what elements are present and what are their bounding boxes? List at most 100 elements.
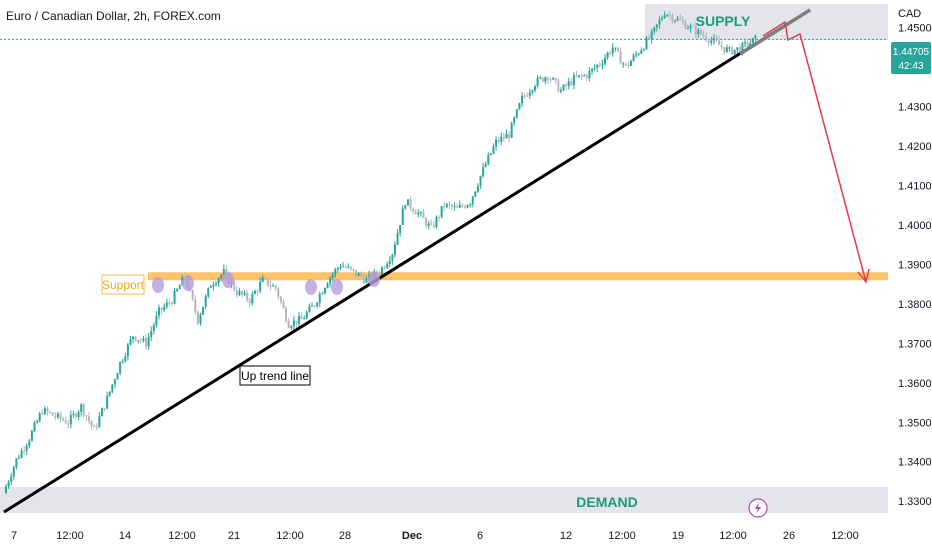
candle-body <box>476 185 479 192</box>
candle-body <box>100 408 103 417</box>
x-tick-label: 12:00 <box>168 530 196 542</box>
candle-body <box>661 17 664 20</box>
candle-body <box>386 264 389 268</box>
candle-body <box>417 212 420 215</box>
candle-body <box>448 203 451 206</box>
candle-body <box>98 416 101 427</box>
candle-body <box>463 206 466 208</box>
candle-body <box>653 27 656 32</box>
candle-body <box>515 109 518 118</box>
support-label: Support <box>102 278 145 292</box>
candle-body <box>461 205 464 207</box>
candle-body <box>458 205 461 208</box>
y-tick-label: 1.41000 <box>898 181 932 193</box>
candle-body <box>54 415 57 418</box>
candle-body <box>25 445 28 451</box>
candle-body <box>614 47 617 49</box>
candles <box>5 10 757 494</box>
candle-body <box>383 267 386 269</box>
candle-body <box>106 395 109 409</box>
candle-body <box>593 67 596 69</box>
candle-body <box>305 312 308 319</box>
candle-body <box>150 331 153 338</box>
candle-body <box>310 305 313 307</box>
y-tick-label: 1.35000 <box>898 417 932 429</box>
candle-body <box>321 293 324 295</box>
candle-body <box>430 223 433 225</box>
candle-body <box>173 290 176 304</box>
candle-body <box>352 268 355 271</box>
candle-body <box>655 24 658 28</box>
candle-body <box>629 60 632 66</box>
candle-body <box>36 421 39 423</box>
candle-body <box>500 136 503 142</box>
candle-body <box>259 281 262 292</box>
candle-body <box>295 320 298 325</box>
candle-body <box>679 18 682 21</box>
demand-zone <box>0 487 888 513</box>
touch-marker <box>222 272 234 288</box>
y-tick-label: 1.37000 <box>898 338 932 350</box>
candle-body <box>419 212 422 214</box>
candle-body <box>160 307 163 310</box>
candle-body <box>744 42 747 44</box>
candle-body <box>546 77 549 80</box>
candle-body <box>723 46 726 52</box>
candle-body <box>427 223 430 226</box>
candle-body <box>575 75 578 77</box>
candle-body <box>705 36 708 41</box>
candle-body <box>142 338 145 341</box>
candle-body <box>624 63 627 65</box>
candle-body <box>251 293 254 304</box>
candle-body <box>163 306 166 310</box>
candle-body <box>279 296 282 302</box>
projection-arrowhead <box>857 268 870 284</box>
candle-body <box>528 92 531 96</box>
candle-body <box>712 38 715 41</box>
candle-body <box>191 290 194 300</box>
candle-body <box>559 90 562 92</box>
candle-body <box>381 267 383 276</box>
candle-body <box>116 373 119 380</box>
x-tick-label: 12:00 <box>831 530 859 542</box>
candle-body <box>43 408 46 415</box>
touch-marker <box>368 271 380 287</box>
candle-body <box>578 75 581 77</box>
x-tick-label: 12:00 <box>719 530 747 542</box>
candle-body <box>212 285 215 287</box>
candle-body <box>731 47 734 55</box>
candle-body <box>645 37 648 50</box>
candle-body <box>471 196 474 205</box>
candle-body <box>15 458 18 468</box>
y-tick-label: 1.43000 <box>898 102 932 114</box>
candle-body <box>235 290 238 296</box>
candle-body <box>531 90 534 93</box>
candle-body <box>272 285 275 287</box>
candle-body <box>676 18 679 21</box>
candle-body <box>365 278 368 283</box>
candle-body <box>217 278 220 284</box>
candle-body <box>336 267 339 270</box>
candle-body <box>17 457 20 459</box>
candle-body <box>318 294 321 303</box>
candle-body <box>741 43 744 53</box>
x-tick-label: 19 <box>672 530 684 542</box>
candle-body <box>285 308 288 321</box>
x-tick-label: 14 <box>119 530 131 542</box>
candle-body <box>59 413 62 419</box>
candle-body <box>165 302 168 307</box>
trend-line-extension <box>739 8 811 56</box>
touch-marker <box>152 277 164 293</box>
candle-body <box>487 155 490 165</box>
candle-body <box>422 212 425 219</box>
candle-body <box>75 413 78 417</box>
candle-body <box>707 40 710 43</box>
candle-body <box>355 270 358 276</box>
candle-body <box>300 316 303 320</box>
candle-body <box>526 95 529 97</box>
support-band <box>148 272 888 281</box>
candle-body <box>129 339 132 345</box>
candle-body <box>425 218 428 226</box>
candle-body <box>103 408 106 410</box>
